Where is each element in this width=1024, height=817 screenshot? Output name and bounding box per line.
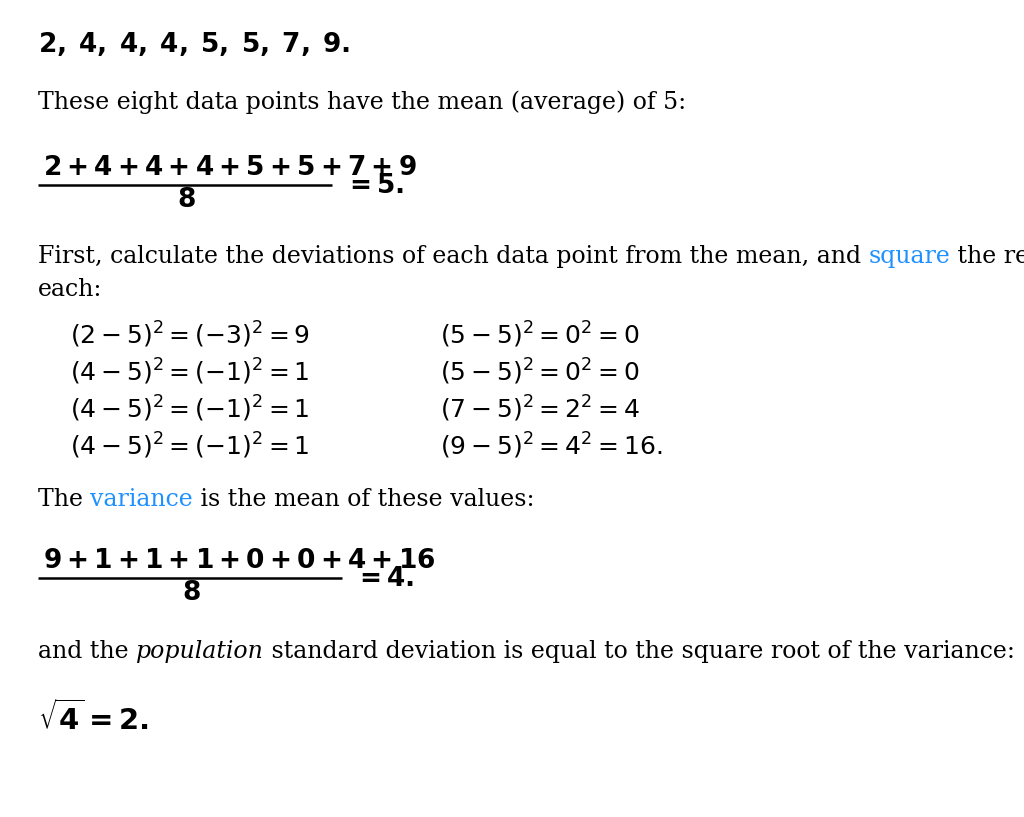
- Text: $(2-5)^2=(-3)^2=9$: $(2-5)^2=(-3)^2=9$: [70, 320, 310, 350]
- Text: $\mathbf{8}$: $\mathbf{8}$: [177, 187, 196, 212]
- Text: $(9-5)^2=4^2=16.$: $(9-5)^2=4^2=16.$: [440, 431, 663, 462]
- Text: The: The: [38, 488, 90, 511]
- Text: $(4-5)^2=(-1)^2=1$: $(4-5)^2=(-1)^2=1$: [70, 357, 309, 387]
- Text: each:: each:: [38, 278, 102, 301]
- Text: $\bf{2,\;4,\;4,\;4,\;5,\;5,\;7,\;9.}$: $\bf{2,\;4,\;4,\;4,\;5,\;5,\;7,\;9.}$: [38, 30, 350, 58]
- Text: First, calculate the deviations of each data point from the mean, and: First, calculate the deviations of each …: [38, 245, 868, 268]
- Text: $(5-5)^2=0^2=0$: $(5-5)^2=0^2=0$: [440, 357, 640, 387]
- Text: is the mean of these values:: is the mean of these values:: [194, 488, 535, 511]
- Text: $\mathbf{\sqrt{4} = 2.}$: $\mathbf{\sqrt{4} = 2.}$: [38, 700, 148, 736]
- Text: $(4-5)^2=(-1)^2=1$: $(4-5)^2=(-1)^2=1$: [70, 431, 309, 462]
- Text: $\mathbf{= 5.}$: $\mathbf{= 5.}$: [344, 173, 404, 198]
- Text: $\mathbf{9 + 1 + 1 + 1 + 0 + 0 + 4 + 16}$: $\mathbf{9 + 1 + 1 + 1 + 0 + 0 + 4 + 16}…: [43, 548, 435, 573]
- Text: variance: variance: [90, 488, 194, 511]
- Text: standard deviation is equal to the square root of the variance:: standard deviation is equal to the squar…: [264, 640, 1015, 663]
- Text: $(7-5)^2=2^2=4$: $(7-5)^2=2^2=4$: [440, 394, 640, 424]
- Text: $(5-5)^2=0^2=0$: $(5-5)^2=0^2=0$: [440, 320, 640, 350]
- Text: the result of: the result of: [950, 245, 1024, 268]
- Text: $\mathbf{8}$: $\mathbf{8}$: [182, 580, 201, 605]
- Text: These eight data points have the mean (average) of 5:: These eight data points have the mean (a…: [38, 90, 686, 114]
- Text: square: square: [868, 245, 950, 268]
- Text: and the: and the: [38, 640, 136, 663]
- Text: $\mathbf{2 + 4 + 4 + 4 + 5 + 5 + 7 + 9}$: $\mathbf{2 + 4 + 4 + 4 + 5 + 5 + 7 + 9}$: [43, 155, 417, 180]
- Text: population: population: [136, 640, 264, 663]
- Text: $\mathbf{= 4.}$: $\mathbf{= 4.}$: [354, 566, 414, 591]
- Text: $(4-5)^2=(-1)^2=1$: $(4-5)^2=(-1)^2=1$: [70, 394, 309, 424]
